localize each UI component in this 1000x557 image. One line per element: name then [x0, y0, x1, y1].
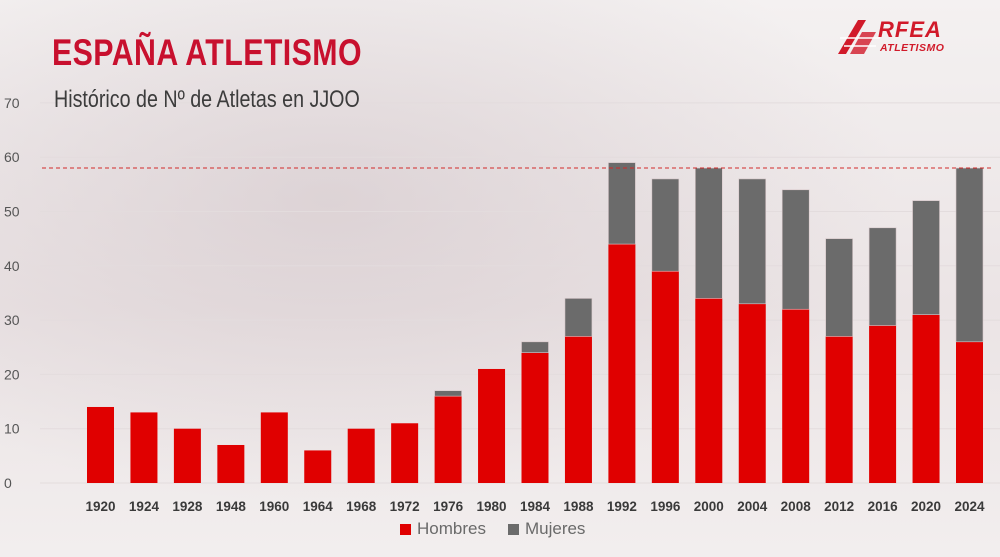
- y-tick-label: 60: [4, 149, 20, 165]
- bar-hombres: [260, 412, 288, 483]
- bar-mujeres: [434, 390, 462, 397]
- svg-text:ATLETISMO: ATLETISMO: [879, 42, 944, 54]
- bar-mujeres: [868, 227, 897, 326]
- x-tick-label: 1992: [607, 499, 637, 514]
- y-tick-label: 40: [4, 258, 20, 274]
- x-tick-label: 1920: [85, 499, 115, 514]
- bar-hombres: [869, 325, 897, 483]
- x-tick-label: 1960: [259, 499, 289, 514]
- legend-label-hombres: Hombres: [417, 519, 486, 538]
- bar-mujeres: [694, 167, 723, 299]
- bar-hombres: [782, 309, 810, 483]
- x-tick-label: 1980: [477, 499, 507, 514]
- y-tick-label: 50: [4, 204, 20, 220]
- bar-mujeres: [825, 238, 853, 337]
- x-tick-label: 2020: [911, 499, 941, 514]
- x-tick-label: 2008: [781, 499, 812, 514]
- bar-mujeres: [912, 200, 940, 315]
- legend-label-mujeres: Mujeres: [524, 519, 586, 538]
- bar-hombres: [434, 396, 462, 483]
- bar-mujeres: [521, 341, 549, 353]
- x-tick-label: 1968: [346, 499, 377, 514]
- bar-hombres: [173, 428, 201, 483]
- bar-hombres: [564, 336, 592, 483]
- bar-hombres: [304, 450, 332, 483]
- x-tick-label: 2024: [954, 499, 985, 514]
- bar-hombres: [87, 406, 114, 483]
- bar-hombres: [521, 352, 549, 483]
- x-tick-label: 1924: [129, 499, 160, 514]
- chart-legend: Hombres Mujeres: [400, 519, 585, 539]
- legend-item-hombres: Hombres: [400, 519, 486, 539]
- bar-hombres: [695, 298, 723, 483]
- bar-hombres: [608, 244, 636, 483]
- bar-hombres: [912, 314, 940, 483]
- x-tick-label: 1948: [216, 499, 247, 514]
- bar-mujeres: [608, 162, 636, 245]
- x-tick-label: 1964: [303, 499, 334, 514]
- bar-mujeres: [651, 178, 680, 272]
- x-tick-label: 1928: [172, 499, 203, 514]
- x-tick-label: 2012: [824, 499, 854, 514]
- bar-hombres: [347, 428, 375, 483]
- legend-item-mujeres: Mujeres: [507, 519, 586, 539]
- bar-mujeres: [781, 189, 810, 310]
- y-tick-label: 30: [4, 312, 20, 328]
- page-title: ESPAÑA ATLETISMO: [52, 32, 362, 73]
- x-tick-label: 2004: [737, 499, 768, 514]
- x-tick-label: 2000: [694, 499, 724, 514]
- chart-subtitle: Histórico de Nº de Atletas en JJOO: [54, 86, 360, 113]
- bar-hombres: [651, 271, 679, 483]
- bar-mujeres: [564, 298, 593, 337]
- bar-mujeres: [955, 167, 984, 343]
- x-tick-label: 1984: [520, 499, 551, 514]
- y-tick-label: 70: [4, 95, 20, 111]
- x-tick-label: 1976: [433, 499, 464, 514]
- bar-hombres: [825, 336, 853, 483]
- bar-hombres: [956, 341, 983, 483]
- bar-hombres: [391, 423, 419, 483]
- bar-mujeres: [738, 178, 767, 305]
- svg-text:RFEA: RFEA: [878, 17, 942, 42]
- bar-hombres: [217, 444, 245, 483]
- rfea-logo: RFEA ATLETISMO: [838, 17, 944, 54]
- y-tick-label: 10: [4, 421, 20, 437]
- x-tick-label: 1996: [650, 499, 681, 514]
- bar-hombres: [738, 303, 766, 483]
- y-tick-label: 20: [4, 366, 20, 382]
- legend-swatch-mujeres: [507, 523, 519, 535]
- bar-hombres: [130, 412, 158, 483]
- x-tick-label: 1972: [390, 499, 420, 514]
- x-tick-label: 2016: [868, 499, 899, 514]
- bar-hombres: [478, 368, 506, 483]
- legend-swatch-hombres: [400, 523, 411, 535]
- y-tick-label: 0: [4, 475, 12, 491]
- x-tick-label: 1988: [563, 499, 594, 514]
